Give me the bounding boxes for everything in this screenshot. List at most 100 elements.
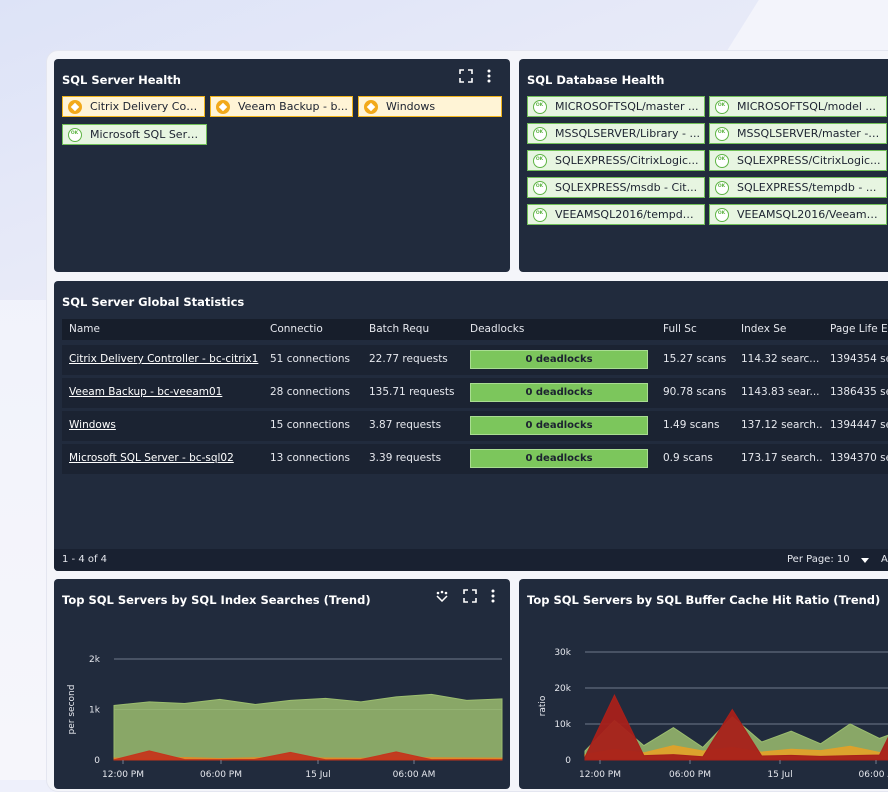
ok-icon [715, 207, 729, 222]
y-tick-label: 30k [554, 648, 571, 658]
db-health-tile[interactable]: MICROSOFTSQL/master ... [527, 96, 705, 117]
x-tick-label: 06:00 PM [669, 770, 711, 780]
sql-database-health-widget: SQL Database Health MICROSOFTSQL/master … [519, 59, 888, 272]
index-searches-cell: 173.17 search... [741, 452, 823, 464]
column-header-full-scans[interactable]: Full Sc [663, 323, 697, 335]
chevron-down-icon[interactable] [861, 558, 869, 564]
ok-icon [715, 126, 729, 141]
sql-server-health-widget: SQL Server Health Citrix Delivery Con...… [54, 59, 510, 272]
ok-icon [533, 207, 547, 222]
connections-cell: 51 connections [270, 353, 351, 365]
connections-cell: 15 connections [270, 419, 351, 431]
widget-actions [435, 589, 495, 603]
widget-title: SQL Server Global Statistics [62, 295, 245, 309]
health-tile[interactable]: Citrix Delivery Con... [62, 96, 205, 117]
per-page-select[interactable]: Per Page: 10 [787, 554, 850, 565]
widget-title: SQL Database Health [527, 73, 665, 87]
health-tile[interactable]: Windows [358, 96, 502, 117]
server-name-link[interactable]: Veeam Backup - bc-veeam01 [69, 386, 223, 398]
y-tick-label: 20k [554, 684, 571, 694]
index-searches-cell: 137.12 search... [741, 419, 823, 431]
db-health-tile[interactable]: VEEAMSQL2016/tempdb ... [527, 204, 705, 225]
more-options-icon[interactable] [491, 589, 495, 603]
connections-cell: 28 connections [270, 386, 351, 398]
fullscreen-icon[interactable] [463, 589, 477, 603]
heart-dots-icon[interactable] [435, 590, 449, 602]
server-name-link[interactable]: Citrix Delivery Controller - bc-citrix1 [69, 353, 259, 365]
warning-icon [216, 99, 230, 114]
db-health-tile[interactable]: MICROSOFTSQL/model ... [709, 96, 887, 117]
x-tick-label: 15 Jul [305, 770, 330, 780]
series-area [584, 694, 888, 761]
y-axis-label: per second [67, 685, 77, 735]
full-scans-cell: 0.9 scans [663, 452, 713, 464]
health-tile[interactable]: Microsoft SQL Serv... [62, 124, 207, 145]
batch-requests-cell: 3.87 requests [369, 419, 442, 431]
db-health-tile[interactable]: SQLEXPRESS/msdb - Cit... [527, 177, 705, 198]
ok-icon [533, 99, 547, 114]
x-tick-label: 06:00 A [859, 770, 888, 780]
page-life-cell: 1394354 sec [830, 353, 888, 365]
more-options-icon[interactable] [487, 69, 491, 83]
page-life-cell: 1394447 sec [830, 419, 888, 431]
index-searches-chart[interactable]: 0 1k 2k per second 12:00 PM 06:00 PM 15 Jul 06:… [54, 607, 510, 789]
fullscreen-icon[interactable] [459, 69, 473, 83]
dashboard-frame: SQL Server Health Citrix Delivery Con...… [46, 50, 888, 792]
y-tick-label: 0 [94, 756, 100, 766]
column-header-batch-requests[interactable]: Batch Requ [369, 323, 430, 335]
column-header-connections[interactable]: Connectio [270, 323, 323, 335]
page-life-cell: 1394370 sec [830, 452, 888, 464]
widget-title: SQL Server Health [62, 73, 181, 87]
index-searches-chart-widget: Top SQL Servers by SQL Index Searches (T… [54, 579, 510, 789]
index-searches-cell: 114.32 searc... [741, 353, 820, 365]
health-tile[interactable]: Veeam Backup - b... [210, 96, 353, 117]
column-header-index-searches[interactable]: Index Se [741, 323, 787, 335]
server-name-link[interactable]: Microsoft SQL Server - bc-sql02 [69, 452, 234, 464]
column-header-name[interactable]: Name [69, 323, 100, 335]
db-health-tile[interactable]: MSSQLSERVER/Library - ... [527, 123, 705, 144]
table-header: Name Connectio Batch Requ Deadlocks Full… [62, 319, 888, 340]
column-header-deadlocks[interactable]: Deadlocks [470, 323, 525, 335]
warning-icon [364, 99, 378, 114]
page-life-cell: 1386435 sec [830, 386, 888, 398]
full-scans-cell: 90.78 scans [663, 386, 727, 398]
ok-icon [715, 99, 729, 114]
batch-requests-cell: 135.71 requests [369, 386, 455, 398]
y-tick-label: 2k [89, 655, 101, 665]
ok-icon [533, 126, 547, 141]
ok-icon [533, 180, 547, 195]
full-scans-cell: 15.27 scans [663, 353, 727, 365]
table-footer: 1 - 4 of 4 Per Page: 10 A [54, 549, 888, 571]
server-name-link[interactable]: Windows [69, 419, 116, 431]
db-health-tile[interactable]: SQLEXPRESS/tempdb - ... [709, 177, 887, 198]
db-health-tile[interactable]: SQLEXPRESS/CitrixLogic... [709, 150, 887, 171]
deadlocks-bar: 0 deadlocks [470, 350, 648, 369]
y-tick-label: 1k [89, 706, 101, 716]
connections-cell: 13 connections [270, 452, 351, 464]
deadlocks-bar: 0 deadlocks [470, 416, 648, 435]
widget-title: Top SQL Servers by SQL Buffer Cache Hit … [527, 593, 881, 607]
index-searches-cell: 1143.83 sear... [741, 386, 820, 398]
table-row: Windows 15 connections 3.87 requests 0 d… [62, 411, 888, 441]
table-row: Citrix Delivery Controller - bc-citrix1 … [62, 345, 888, 375]
warning-icon [68, 99, 82, 114]
x-tick-label: 06:00 PM [200, 770, 242, 780]
buffer-cache-chart[interactable]: 0 10k 20k 30k ratio 12:00 PM 06:00 PM 15 Jul 06:… [519, 607, 888, 789]
deadlocks-bar: 0 deadlocks [470, 383, 648, 402]
x-tick-label: 06:00 AM [393, 770, 436, 780]
full-scans-cell: 1.49 scans [663, 419, 720, 431]
ok-icon [715, 180, 729, 195]
batch-requests-cell: 3.39 requests [369, 452, 442, 464]
db-health-tile[interactable]: VEEAMSQL2016/VeeamB... [709, 204, 887, 225]
x-tick-label: 15 Jul [767, 770, 792, 780]
y-tick-label: 0 [565, 756, 571, 766]
db-health-tile[interactable]: MSSQLSERVER/master - ... [709, 123, 887, 144]
widget-title: Top SQL Servers by SQL Index Searches (T… [62, 593, 371, 607]
widget-actions [459, 69, 491, 83]
y-tick-label: 10k [554, 720, 571, 730]
column-header-page-life[interactable]: Page Life Ex [830, 323, 888, 335]
y-axis-label: ratio [538, 695, 548, 716]
pagination-range: 1 - 4 of 4 [62, 554, 108, 565]
pagination-control[interactable]: A [881, 554, 888, 565]
db-health-tile[interactable]: SQLEXPRESS/CitrixLogic... [527, 150, 705, 171]
